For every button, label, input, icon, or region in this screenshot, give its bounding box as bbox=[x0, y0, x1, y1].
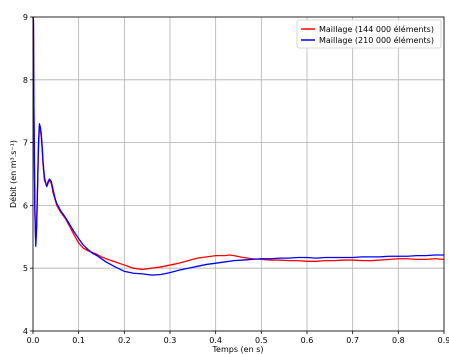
x-tick-label: 0.3 bbox=[164, 336, 177, 345]
legend-box bbox=[296, 19, 442, 49]
y-tick-label: 5 bbox=[23, 264, 28, 273]
y-tick-label: 4 bbox=[23, 327, 28, 336]
series-layer bbox=[32, 16, 445, 276]
y-tick-label: 6 bbox=[23, 201, 28, 210]
ticks: 0.0 0.1 0.2 0.3 0.4 0.5 0.6 0.7 0.8 0.9 4 5 6 7 8 9 bbox=[23, 13, 449, 345]
x-axis-label: Temps (en s) bbox=[212, 345, 264, 354]
plot-background bbox=[33, 17, 444, 331]
x-tick-label: 0.9 bbox=[438, 336, 449, 345]
series-line-2 bbox=[32, 16, 444, 276]
legend-entry-1: Maillage (144 000 éléments) bbox=[319, 24, 434, 34]
x-tick-label: 0.1 bbox=[72, 336, 85, 345]
legend-entry-2: Maillage (210 000 éléments) bbox=[319, 35, 434, 45]
legend: Maillage (144 000 éléments)Maillage (210… bbox=[296, 19, 442, 49]
y-tick-label: 9 bbox=[23, 13, 28, 22]
x-tick-label: 0.5 bbox=[255, 336, 268, 345]
x-tick-label: 0.6 bbox=[301, 336, 314, 345]
x-tick-label: 0.4 bbox=[209, 336, 222, 345]
x-tick-label: 0.2 bbox=[118, 336, 131, 345]
y-tick-label: 8 bbox=[23, 76, 28, 85]
x-tick-label: 0.7 bbox=[346, 336, 359, 345]
y-axis-label: Débit (en m³.s⁻¹) bbox=[8, 140, 18, 208]
x-tick-label: 0.0 bbox=[27, 336, 40, 345]
x-tick-label: 0.8 bbox=[392, 336, 405, 345]
plot-frame bbox=[32, 16, 445, 332]
y-tick-label: 7 bbox=[23, 139, 28, 148]
